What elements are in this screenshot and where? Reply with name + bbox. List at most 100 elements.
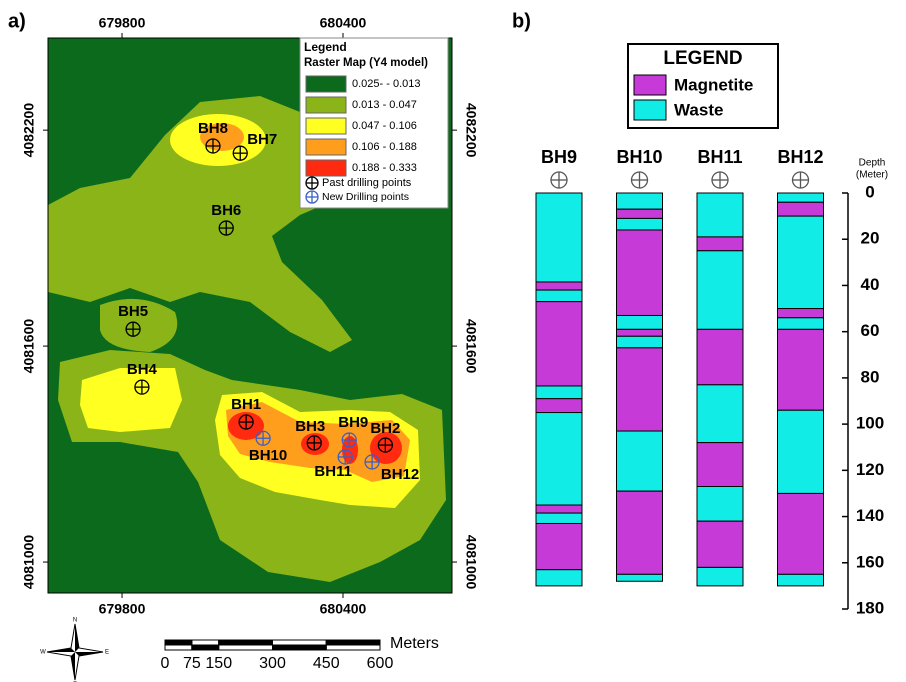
scale-segment [164, 644, 193, 651]
lithology-interval [696, 192, 744, 238]
legend-label: Magnetite [674, 75, 753, 94]
legend-label: 0.013 - 0.047 [352, 99, 417, 111]
y-tick-label: 4082200 [463, 103, 479, 158]
legend-swatch [305, 75, 347, 93]
lithology-interval [616, 192, 663, 210]
lithology-interval [616, 314, 663, 330]
lithology-interval [777, 317, 824, 330]
axis-title: Depth [859, 158, 886, 169]
lithology-interval [777, 573, 824, 587]
y-tick-label: 100 [856, 414, 884, 433]
lithology-interval [696, 520, 744, 568]
legend-label: 0.106 - 0.188 [352, 141, 417, 153]
scale-segment [218, 639, 273, 646]
y-tick-label: 0 [865, 182, 874, 201]
lithology-interval [696, 486, 744, 522]
borehole-title: BH10 [616, 147, 662, 167]
raster-zone [370, 432, 402, 464]
scale-label: 300 [259, 655, 286, 672]
drill-point [341, 432, 357, 448]
scale-unit: Meters [390, 635, 439, 652]
lithology-interval [535, 569, 583, 587]
borehole-label: BH10 [249, 447, 287, 464]
lithology-interval [616, 573, 663, 582]
x-tick-label: 680400 [320, 601, 367, 617]
drill-point [134, 379, 150, 395]
raster-zone [301, 433, 329, 455]
y-tick-label: 60 [861, 321, 880, 340]
lithology-interval [696, 236, 744, 252]
legend-label: Past drilling points [322, 177, 412, 189]
drill-point [550, 171, 568, 189]
north-letter: N [73, 618, 77, 624]
borehole-label: BH8 [198, 120, 228, 137]
lithology-interval [616, 490, 663, 575]
lithology-interval [535, 385, 583, 400]
scale-segment [191, 644, 220, 651]
north-arrow [47, 624, 103, 680]
borehole-label: BH2 [370, 420, 400, 437]
north-letter: E [105, 650, 109, 656]
scale-segment [218, 644, 273, 651]
lithology-interval [777, 215, 824, 310]
borehole-label: BH11 [314, 463, 352, 480]
scale-segment [164, 639, 193, 646]
drill-point [306, 435, 322, 451]
legend-label: Waste [674, 100, 723, 119]
lithology-interval [535, 504, 583, 514]
scale-segment [325, 644, 381, 651]
drill-point [255, 430, 271, 446]
lithology-interval [777, 328, 824, 411]
legend-swatch [305, 138, 347, 156]
legend-swatch [633, 74, 667, 96]
borehole-label: BH12 [381, 466, 419, 483]
legend-label: 0.025- - 0.013 [352, 78, 421, 90]
legend-label: 0.047 - 0.106 [352, 120, 417, 132]
lithology-interval [616, 208, 663, 219]
y-tick-label: 4081000 [21, 535, 37, 590]
scale-label: 0 [161, 655, 170, 672]
lithology-interval [535, 412, 583, 506]
borehole-title: BH11 [697, 147, 742, 167]
lithology-interval [696, 566, 744, 587]
drill-point [232, 145, 248, 161]
lithology-interval [535, 522, 583, 571]
raster-zone [200, 123, 244, 151]
lithology-interval [535, 512, 583, 524]
legend-subtitle: Raster Map (Y4 model) [304, 57, 428, 69]
lithology-interval [535, 398, 583, 414]
legend-swatch [305, 96, 347, 114]
lithology-interval [777, 308, 824, 319]
y-tick-label: 4081600 [21, 319, 37, 374]
legend-label: New Drilling points [322, 191, 409, 203]
legend-label: 0.188 - 0.333 [352, 162, 417, 174]
borehole-label: BH5 [118, 303, 148, 320]
borehole-label: BH1 [231, 396, 261, 413]
lithology-interval [777, 192, 824, 203]
lithology-interval [616, 335, 663, 349]
borehole-title: BH12 [777, 147, 823, 167]
lithology-interval [616, 430, 663, 492]
y-tick-label: 180 [856, 598, 884, 617]
y-tick-label: 120 [856, 460, 884, 479]
borehole-title: BH9 [541, 147, 577, 167]
y-tick-label: 20 [861, 229, 880, 248]
drill-point [205, 138, 221, 154]
drill-point [364, 454, 380, 470]
drill-point [630, 171, 649, 189]
scale-segment [325, 639, 381, 646]
y-tick-label: 160 [856, 552, 884, 571]
raster-zone [48, 96, 365, 352]
borehole-label: BH6 [211, 202, 241, 219]
lithology-interval [535, 289, 583, 303]
lithology-interval [535, 301, 583, 387]
drill-point [305, 190, 319, 204]
axis-title: (Meter) [856, 170, 888, 181]
lithology-interval [616, 347, 663, 432]
borehole-label: BH4 [127, 361, 158, 378]
lithology-interval [696, 328, 744, 386]
scale-label: 600 [367, 655, 394, 672]
drill-point [711, 171, 729, 189]
lithology-interval [777, 409, 824, 494]
